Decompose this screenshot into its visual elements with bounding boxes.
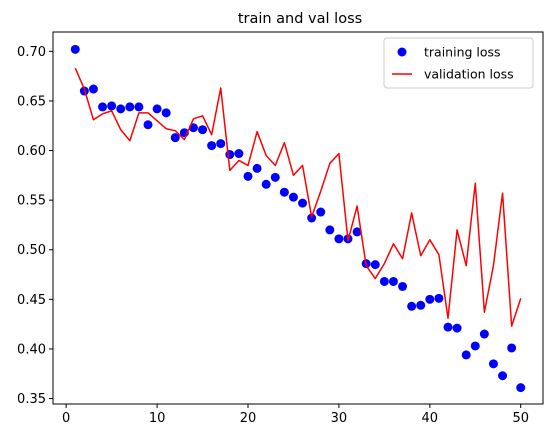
training-loss-point [416,300,426,310]
training-loss-point [407,301,417,311]
legend-label: training loss [424,45,501,60]
training-loss-point [452,323,462,333]
training-loss-point [434,293,444,303]
training-loss-point [498,371,508,381]
training-loss-point [88,84,98,94]
training-loss-point [507,343,517,353]
y-tick-label: 0.55 [17,194,46,209]
chart-title: train and val loss [238,11,362,27]
x-tick-label: 0 [62,411,70,426]
training-loss-point [243,171,253,181]
training-loss-point [370,260,380,270]
training-loss-point [443,322,453,332]
y-tick-label: 0.45 [17,293,46,308]
training-loss-point [216,139,226,149]
training-loss-point [225,150,235,160]
training-loss-point [516,383,526,393]
training-loss-point [161,108,171,118]
training-loss-point [307,213,317,223]
y-tick-label: 0.60 [17,144,46,159]
training-loss-point [334,234,344,244]
training-loss-point [461,350,471,360]
plot-area [70,44,526,393]
training-loss-point [270,172,280,182]
training-loss-point [70,44,80,54]
training-loss-point [325,225,335,235]
training-loss-point [379,276,389,286]
training-loss-point [470,341,480,351]
training-loss-point [252,163,262,173]
legend: training loss validation loss [383,37,534,89]
training-loss-point [388,276,398,286]
axes-frame [52,31,544,405]
x-tick-label: 30 [331,411,348,426]
training-loss-point [298,198,308,208]
training-loss-point [234,149,244,159]
training-loss-point [352,227,362,237]
training-loss-point [425,294,435,304]
training-loss-point [134,102,144,112]
y-tick-label: 0.65 [17,94,46,109]
training-loss-point [316,207,326,217]
training-loss-point [261,179,271,189]
legend-box [383,37,534,89]
training-loss-point [288,192,298,202]
x-tick-label: 50 [512,411,529,426]
training-loss-point [279,187,289,197]
legend-label: validation loss [424,67,514,82]
y-tick-label: 0.40 [17,342,46,357]
y-tick-label: 0.70 [17,45,46,60]
training-loss-point [143,120,153,130]
training-loss-point [116,104,126,114]
legend-swatch-training-loss [397,47,407,57]
y-tick-label: 0.50 [17,243,46,258]
x-tick-label: 40 [422,411,439,426]
x-tick-label: 10 [149,411,166,426]
validation-loss-line [74,67,522,327]
training-loss-point [125,102,135,112]
x-tick-label: 20 [240,411,257,426]
training-loss-point [479,329,489,339]
axes: 0 10 20 30 40 50 0.35 0.40 0.45 0.50 0.55 0.60 0.65 0… [17,31,544,426]
y-tick-label: 0.35 [17,392,46,407]
training-loss-point [207,141,217,151]
training-loss-point [170,133,180,143]
training-loss-point [152,104,162,114]
training-loss-point [398,281,408,291]
training-loss-point [198,125,208,135]
training-loss-point [107,101,117,111]
training-loss-point [98,102,108,112]
training-loss-point [488,359,498,369]
